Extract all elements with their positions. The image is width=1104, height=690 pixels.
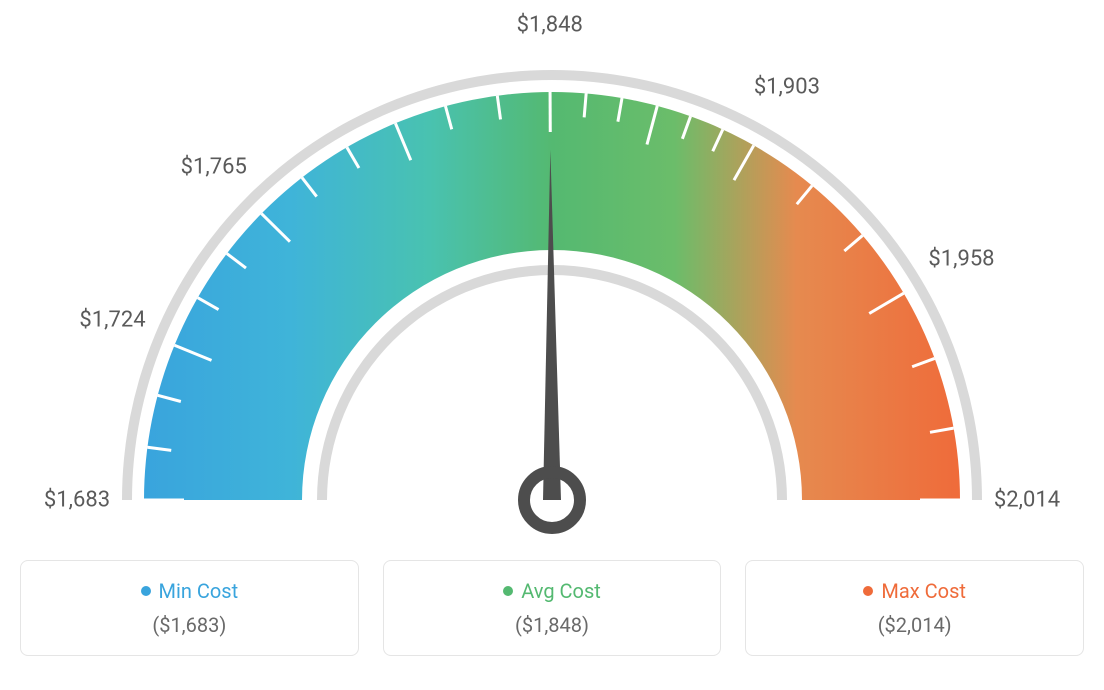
- gauge-tick-label: $1,724: [79, 307, 145, 332]
- legend-dot-min: [141, 586, 151, 596]
- gauge-tick-label: $1,683: [44, 488, 110, 513]
- gauge-tick-label: $1,903: [754, 75, 820, 100]
- legend-label-max: Max Cost: [881, 579, 966, 603]
- legend-value-min: ($1,683): [152, 613, 226, 637]
- gauge-chart: $1,683$1,724$1,765$1,848$1,903$1,958$2,0…: [20, 20, 1084, 540]
- legend-label-min: Min Cost: [159, 579, 239, 603]
- legend-label-avg: Avg Cost: [521, 579, 601, 603]
- legend-dot-avg: [503, 586, 513, 596]
- gauge-tick-label: $1,958: [928, 247, 994, 272]
- legend-value-avg: ($1,848): [515, 613, 589, 637]
- legend-card-avg: Avg Cost ($1,848): [383, 560, 722, 656]
- gauge-tick-label: $1,765: [181, 154, 247, 179]
- gauge-tick-label: $1,848: [517, 13, 583, 38]
- legend-value-max: ($2,014): [878, 613, 952, 637]
- gauge-tick-label: $2,014: [994, 488, 1060, 513]
- legend-card-max: Max Cost ($2,014): [745, 560, 1084, 656]
- legend-card-min: Min Cost ($1,683): [20, 560, 359, 656]
- legend-row: Min Cost ($1,683) Avg Cost ($1,848) Max Cost…: [20, 560, 1084, 656]
- gauge-svg: [20, 20, 1084, 540]
- legend-dot-max: [863, 586, 873, 596]
